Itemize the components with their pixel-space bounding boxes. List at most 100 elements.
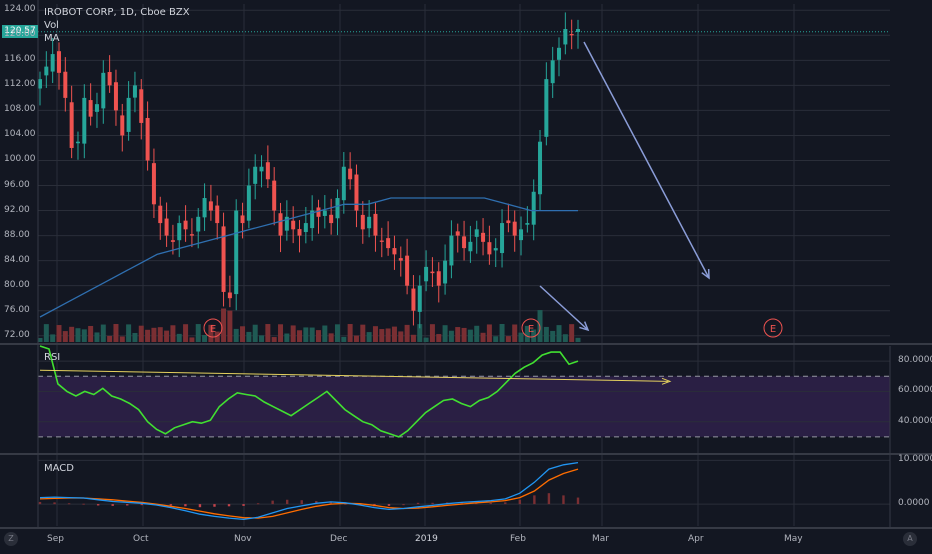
legend-vol[interactable]: Vol [44, 20, 59, 31]
volume-bar [391, 326, 397, 342]
macd-histogram-bar [213, 504, 216, 507]
price-tick-label: 120.00 [4, 29, 36, 40]
macd-histogram-bar [489, 502, 492, 505]
candle-body [417, 285, 422, 312]
candle-body [272, 180, 277, 211]
candle-body [151, 163, 156, 205]
candle-body [379, 240, 384, 242]
candle-body [50, 54, 55, 72]
volume-bar [221, 308, 227, 342]
candle-body [202, 198, 207, 218]
volume-bar [461, 327, 467, 342]
price-tick-label: 108.00 [4, 104, 36, 115]
volume-bar [252, 324, 258, 342]
volume-bar [429, 324, 435, 342]
volume-bar [575, 337, 581, 342]
volume-bar [183, 324, 189, 342]
candle-body [443, 260, 448, 284]
time-tick-label: Feb [510, 534, 526, 544]
macd-histogram-bar [271, 500, 274, 505]
candle-body [411, 288, 416, 311]
volume-bar [569, 324, 575, 342]
macd-label[interactable]: MACD [44, 463, 74, 474]
zoom-icon[interactable]: Z [4, 532, 18, 546]
candle-body [481, 232, 486, 242]
macd-histogram-bar [504, 502, 507, 505]
volume-bar [227, 310, 233, 342]
volume-bar [366, 332, 372, 342]
candle-body [329, 214, 334, 224]
volume-bar [334, 324, 340, 342]
candle-body [107, 72, 112, 86]
candle-body [44, 66, 49, 76]
volume-bar [62, 331, 68, 342]
macd-histogram-bar [460, 502, 463, 505]
volume-bar [505, 336, 511, 342]
macd-histogram-bar [416, 502, 420, 505]
candle-body [177, 223, 182, 241]
volume-bar [265, 324, 271, 342]
rsi-label[interactable]: RSI [44, 352, 61, 363]
volume-bar [543, 326, 549, 342]
volume-bar [214, 331, 220, 342]
candle-body [506, 220, 511, 224]
candle-body [398, 258, 403, 261]
volume-bar [56, 325, 62, 342]
macd-histogram-bar [198, 504, 202, 508]
price-tick-label: 124.00 [4, 4, 36, 15]
volume-bar [410, 334, 416, 342]
price-tick-label: 116.00 [4, 54, 36, 65]
volume-bar [322, 325, 328, 342]
macd-histogram-bar [533, 495, 536, 505]
macd-histogram-bar [67, 503, 71, 505]
volume-bar [94, 332, 100, 342]
volume-bar [107, 335, 113, 342]
candle-body [189, 234, 194, 236]
candle-body [69, 102, 74, 148]
volume-bar [309, 327, 315, 342]
candle-body [354, 174, 359, 211]
candle-body [519, 229, 524, 241]
volume-bar [353, 335, 359, 342]
macd-histogram-bar [53, 502, 56, 505]
macd-histogram-bar [576, 497, 580, 505]
candle-body [234, 210, 239, 295]
macd-histogram-bar [402, 504, 405, 506]
macd-signal-line [39, 468, 579, 519]
candle-body [101, 72, 106, 109]
volume-bar [75, 328, 81, 342]
volume-bar [442, 325, 448, 342]
candle-body [405, 255, 410, 286]
candle-body [512, 221, 517, 236]
candle-body [38, 79, 42, 89]
volume-bar [246, 331, 252, 342]
candle-body [63, 71, 68, 98]
candle-body [531, 191, 536, 225]
earnings-marker-label: E [770, 324, 776, 335]
volume-bar [303, 327, 309, 342]
candle-body [436, 271, 441, 286]
volume-bar [43, 324, 49, 342]
macd-histogram-bar [256, 503, 260, 505]
auto-scale-icon[interactable]: A [903, 532, 917, 546]
price-tick-label: 80.00 [4, 279, 30, 290]
earnings-marker-label: E [528, 324, 534, 335]
volume-bar [170, 325, 176, 342]
volume-bar [278, 324, 284, 342]
volume-bar [164, 330, 170, 342]
candle-body [139, 89, 144, 123]
symbol-title[interactable]: IROBOT CORP, 1D, Cboe BZX [44, 7, 190, 18]
candle-body [310, 210, 315, 229]
macd-line [39, 461, 579, 521]
volume-bar [499, 324, 505, 342]
volume-bar [100, 324, 106, 342]
volume-bar [480, 332, 486, 342]
time-tick-label: Sep [47, 534, 64, 544]
earnings-marker [203, 318, 223, 338]
volume-bar [176, 333, 182, 342]
volume-bar [297, 330, 303, 342]
legend-ma[interactable]: MA [44, 33, 60, 44]
volume-bar [271, 337, 277, 342]
volume-bar [157, 327, 163, 342]
